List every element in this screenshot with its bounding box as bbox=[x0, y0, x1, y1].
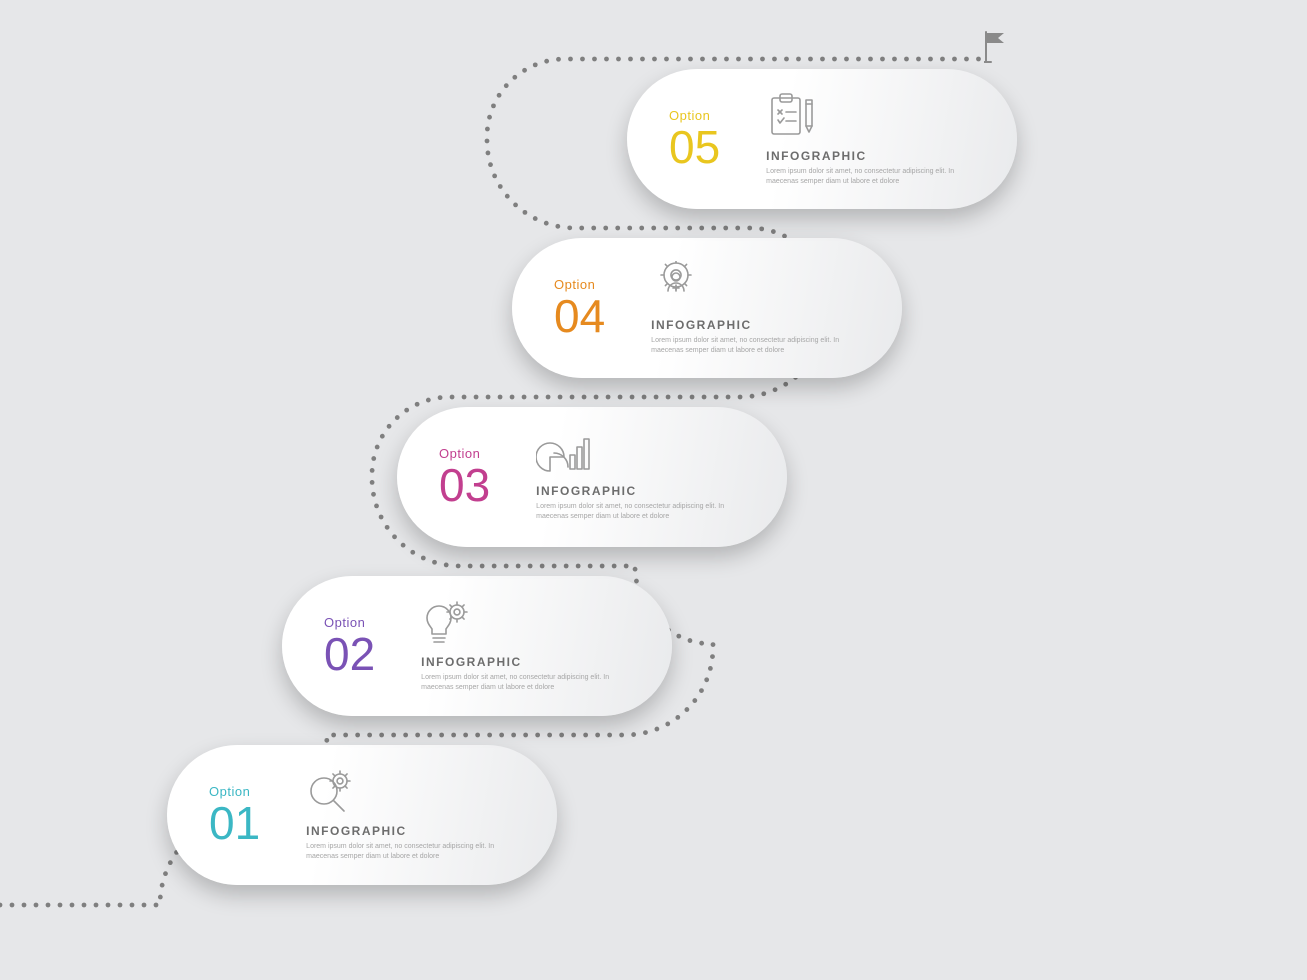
option-title: INFOGRAPHIC bbox=[651, 318, 752, 332]
option-content: INFOGRAPHIC Lorem ipsum dolor sit amet, … bbox=[536, 433, 726, 521]
option-label: Option bbox=[554, 278, 595, 291]
flag-icon bbox=[984, 30, 1006, 69]
option-content: INFOGRAPHIC Lorem ipsum dolor sit amet, … bbox=[651, 261, 841, 355]
option-number-block: Option 03 bbox=[439, 447, 490, 508]
bulb-gear-icon bbox=[421, 600, 471, 649]
step-01: Option 01 INFOGRAPHIC Lorem ipsum dolor … bbox=[167, 745, 557, 885]
option-title: INFOGRAPHIC bbox=[421, 655, 522, 669]
option-description: Lorem ipsum dolor sit amet, no consectet… bbox=[536, 502, 726, 521]
option-number: 02 bbox=[324, 631, 375, 677]
option-number-block: Option 04 bbox=[554, 278, 605, 339]
option-content: INFOGRAPHIC Lorem ipsum dolor sit amet, … bbox=[766, 92, 956, 186]
clipboard-pencil-icon bbox=[766, 92, 818, 143]
option-label: Option bbox=[209, 785, 250, 798]
option-number: 03 bbox=[439, 462, 490, 508]
step-02: Option 02 INFOGRAPHIC Lorem ipsum dolor … bbox=[282, 576, 672, 716]
option-number-block: Option 02 bbox=[324, 616, 375, 677]
option-number: 01 bbox=[209, 800, 260, 846]
magnifier-gear-icon bbox=[306, 769, 356, 818]
option-number-block: Option 05 bbox=[669, 109, 720, 170]
option-description: Lorem ipsum dolor sit amet, no consectet… bbox=[651, 336, 841, 355]
option-title: INFOGRAPHIC bbox=[766, 149, 867, 163]
option-description: Lorem ipsum dolor sit amet, no consectet… bbox=[306, 842, 496, 861]
option-description: Lorem ipsum dolor sit amet, no consectet… bbox=[766, 167, 956, 186]
option-number: 05 bbox=[669, 124, 720, 170]
person-gear-icon bbox=[651, 261, 701, 312]
option-label: Option bbox=[669, 109, 710, 122]
step-03: Option 03 INFOGRAPHIC Lorem ipsum dolor … bbox=[397, 407, 787, 547]
option-title: INFOGRAPHIC bbox=[536, 484, 637, 498]
option-label: Option bbox=[324, 616, 365, 629]
step-04: Option 04 INFOGRAPHIC Lorem ipsum dolor … bbox=[512, 238, 902, 378]
option-content: INFOGRAPHIC Lorem ipsum dolor sit amet, … bbox=[306, 769, 496, 861]
option-description: Lorem ipsum dolor sit amet, no consectet… bbox=[421, 673, 611, 692]
option-number-block: Option 01 bbox=[209, 785, 260, 846]
infographic-canvas: Option 01 INFOGRAPHIC Lorem ipsum dolor … bbox=[0, 0, 1307, 980]
option-number: 04 bbox=[554, 293, 605, 339]
option-label: Option bbox=[439, 447, 480, 460]
option-content: INFOGRAPHIC Lorem ipsum dolor sit amet, … bbox=[421, 600, 611, 692]
step-05: Option 05 INFOGRAPHIC Lorem ipsum dolor … bbox=[627, 69, 1017, 209]
pie-bars-icon bbox=[536, 433, 590, 478]
option-title: INFOGRAPHIC bbox=[306, 824, 407, 838]
